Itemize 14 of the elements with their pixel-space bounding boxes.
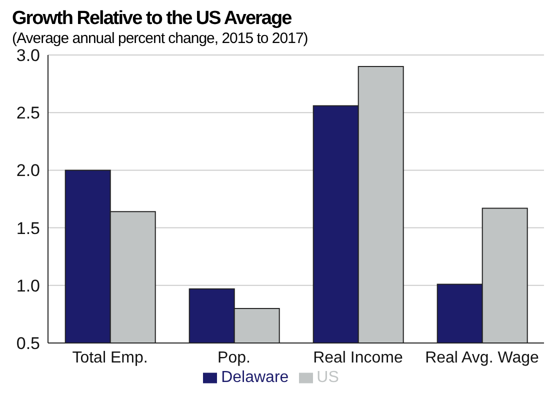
y-tick-label: 2.5 xyxy=(16,104,40,123)
x-tick-label: Real Avg. Wage xyxy=(425,349,540,366)
legend-label: Delaware xyxy=(221,369,289,386)
y-tick-label: 3.0 xyxy=(16,46,40,66)
y-tick-label: 1.0 xyxy=(16,276,40,296)
x-tick-label: Total Emp. xyxy=(72,349,148,366)
x-tick-label: Pop. xyxy=(218,349,250,366)
legend-label: US xyxy=(316,369,339,386)
y-tick-label: 2.0 xyxy=(16,161,40,180)
y-tick-label: 0.5 xyxy=(16,334,40,354)
x-tick-label: Real Income xyxy=(313,349,404,366)
chart-title: Growth Relative to the US Average xyxy=(12,8,292,30)
chart-subtitle: (Average annual percent change, 2015 to 2017) xyxy=(12,30,309,47)
y-tick-label: 1.5 xyxy=(16,218,40,238)
